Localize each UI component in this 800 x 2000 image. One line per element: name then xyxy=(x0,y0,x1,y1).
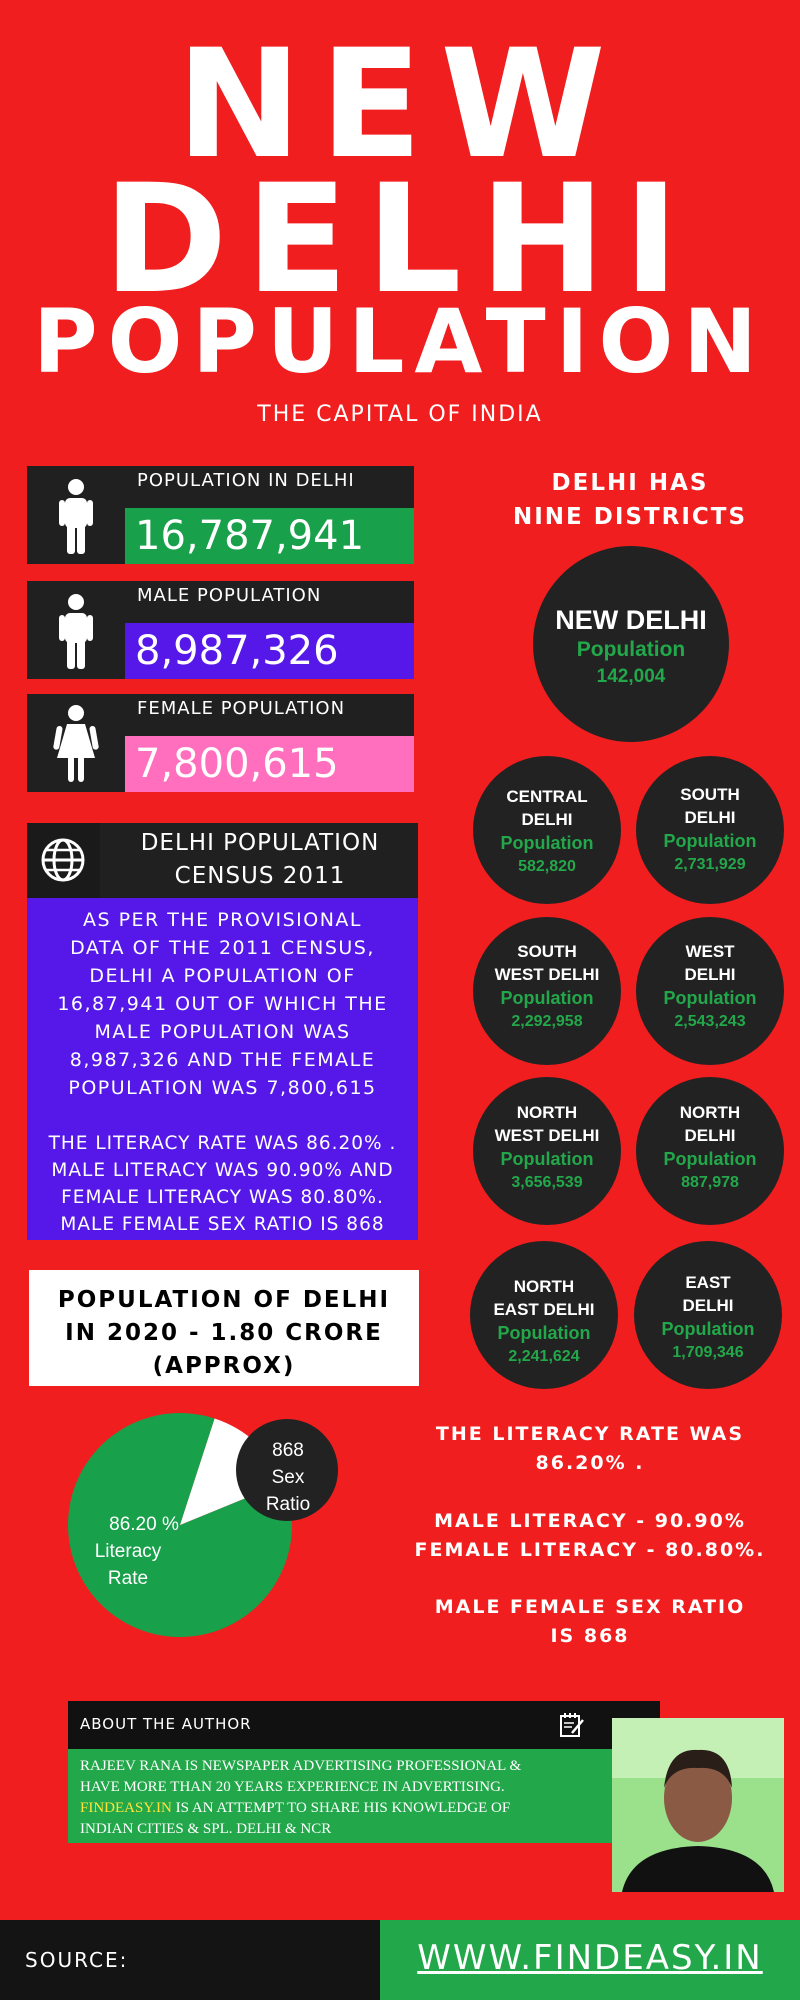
ratio-label-value: 868 xyxy=(272,1440,304,1461)
stat-value-male: 8,987,326 xyxy=(125,623,414,679)
census-body: AS PER THE PROVISIONAL DATA OF THE 2011 C… xyxy=(27,898,418,1240)
stat-card-total: POPULATION IN DELHI 16,787,941 xyxy=(27,466,414,564)
census-header: DELHI POPULATION CENSUS 2011 xyxy=(27,823,418,898)
author-header: ABOUT THE AUTHOR xyxy=(68,1701,660,1749)
subtitle: THE CAPITAL OF INDIA xyxy=(257,402,543,427)
pie-slice-literacy xyxy=(68,1413,292,1637)
sex-ratio-text: MALE FEMALE SEX RATIO IS 868 xyxy=(434,1596,746,1647)
district-south-west-delhi: SOUTH WEST DELHI Population 2,292,958 xyxy=(473,917,621,1065)
stat-label-male: MALE POPULATION xyxy=(137,585,322,606)
title-line-population: POPULATION xyxy=(33,290,767,393)
ratio-label-sex: Sex xyxy=(272,1467,305,1488)
footer-site-bar: WWW.FINDEASY.IN xyxy=(380,1920,800,2000)
stat-value-female: 7,800,615 xyxy=(125,736,414,792)
district-west-delhi: WEST DELHI Population 2,543,243 xyxy=(636,917,784,1065)
ratio-label-ratio: Ratio xyxy=(266,1494,310,1515)
literacy-rate-text: THE LITERACY RATE WAS 86.20% . xyxy=(435,1423,745,1474)
district-south-delhi: SOUTH DELHI Population 2,731,929 xyxy=(636,756,784,904)
stat-label-female: FEMALE POPULATION xyxy=(137,698,346,719)
census-para-2: THE LITERACY RATE WAS 86.20% . MALE LITER… xyxy=(48,1133,397,1235)
literacy-pie-chart: 86.20 % Literacy Rate 868 Sex Ratio xyxy=(68,1413,338,1637)
district-north-west-delhi: NORTH WEST DELHI Population 3,656,539 xyxy=(473,1077,621,1225)
person-icon xyxy=(27,466,125,564)
census-para-1: AS PER THE PROVISIONAL DATA OF THE 2011 C… xyxy=(57,909,388,1099)
sex-ratio-badge xyxy=(236,1419,338,1521)
site-link[interactable]: WWW.FINDEASY.IN xyxy=(417,1938,763,1978)
districts-heading: DELHI HAS NINE DISTRICTS xyxy=(512,470,748,530)
literacy-label-value: 86.20 % xyxy=(109,1514,179,1535)
author-bio: RAJEEV RANA IS NEWSPAPER ADVERTISING PRO… xyxy=(68,1749,613,1843)
title-line-delhi: DELHI xyxy=(103,153,697,327)
literacy-label-word: Literacy xyxy=(95,1541,162,1562)
male-female-literacy-text: MALE LITERACY - 90.90% FEMALE LITERACY - … xyxy=(414,1510,766,1561)
footer-source-bar: SOURCE: xyxy=(0,1920,380,2000)
stat-label-total: POPULATION IN DELHI xyxy=(137,470,355,491)
population-2020-box: POPULATION OF DELHI IN 2020 - 1.80 CRORE(… xyxy=(29,1270,419,1386)
findeasy-link[interactable]: FINDEASY.IN xyxy=(80,1800,172,1816)
author-heading: ABOUT THE AUTHOR xyxy=(80,1715,252,1733)
stat-card-female: FEMALE POPULATION 7,800,615 xyxy=(27,694,414,792)
title-line-new: NEW xyxy=(176,18,624,192)
stat-value-total: 16,787,941 xyxy=(125,508,414,564)
literacy-label-rate: Rate xyxy=(108,1568,148,1589)
district-east-delhi: EAST DELHI Population 1,709,346 xyxy=(634,1241,782,1389)
district-new-delhi: NEW DELHI Population 142,004 xyxy=(533,546,729,742)
notepad-icon xyxy=(558,1711,586,1739)
district-north-delhi: NORTH DELHI Population 887,978 xyxy=(636,1077,784,1225)
source-label: SOURCE: xyxy=(25,1948,129,1972)
stat-card-male: MALE POPULATION 8,987,326 xyxy=(27,581,414,679)
globe-icon xyxy=(27,823,100,898)
female-icon xyxy=(27,694,125,792)
district-north-east-delhi: NORTH EAST DELHI Population 2,241,624 xyxy=(470,1241,618,1389)
census-title: DELHI POPULATION CENSUS 2011 xyxy=(140,830,380,889)
male-icon xyxy=(27,581,125,679)
author-photo xyxy=(612,1718,784,1892)
district-central-delhi: CENTRAL DELHI Population 582,820 xyxy=(473,756,621,904)
